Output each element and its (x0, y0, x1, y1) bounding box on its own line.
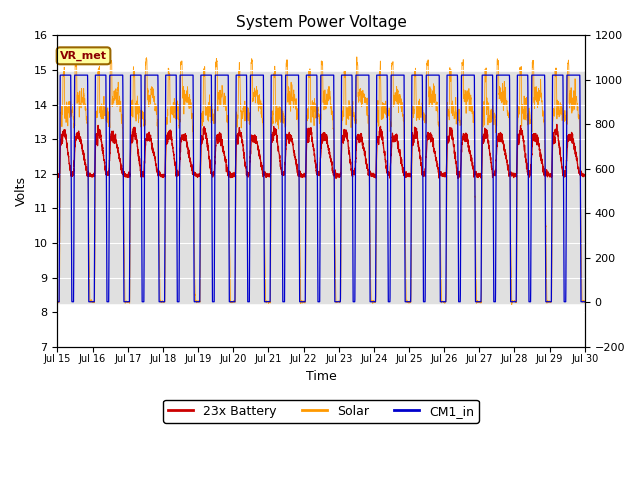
Legend: 23x Battery, Solar, CM1_in: 23x Battery, Solar, CM1_in (163, 400, 479, 423)
Bar (58, 72, 585, 303)
Y-axis label: Volts: Volts (15, 176, 28, 206)
X-axis label: Time: Time (306, 370, 337, 383)
Title: System Power Voltage: System Power Voltage (236, 15, 406, 30)
Text: VR_met: VR_met (60, 51, 107, 61)
